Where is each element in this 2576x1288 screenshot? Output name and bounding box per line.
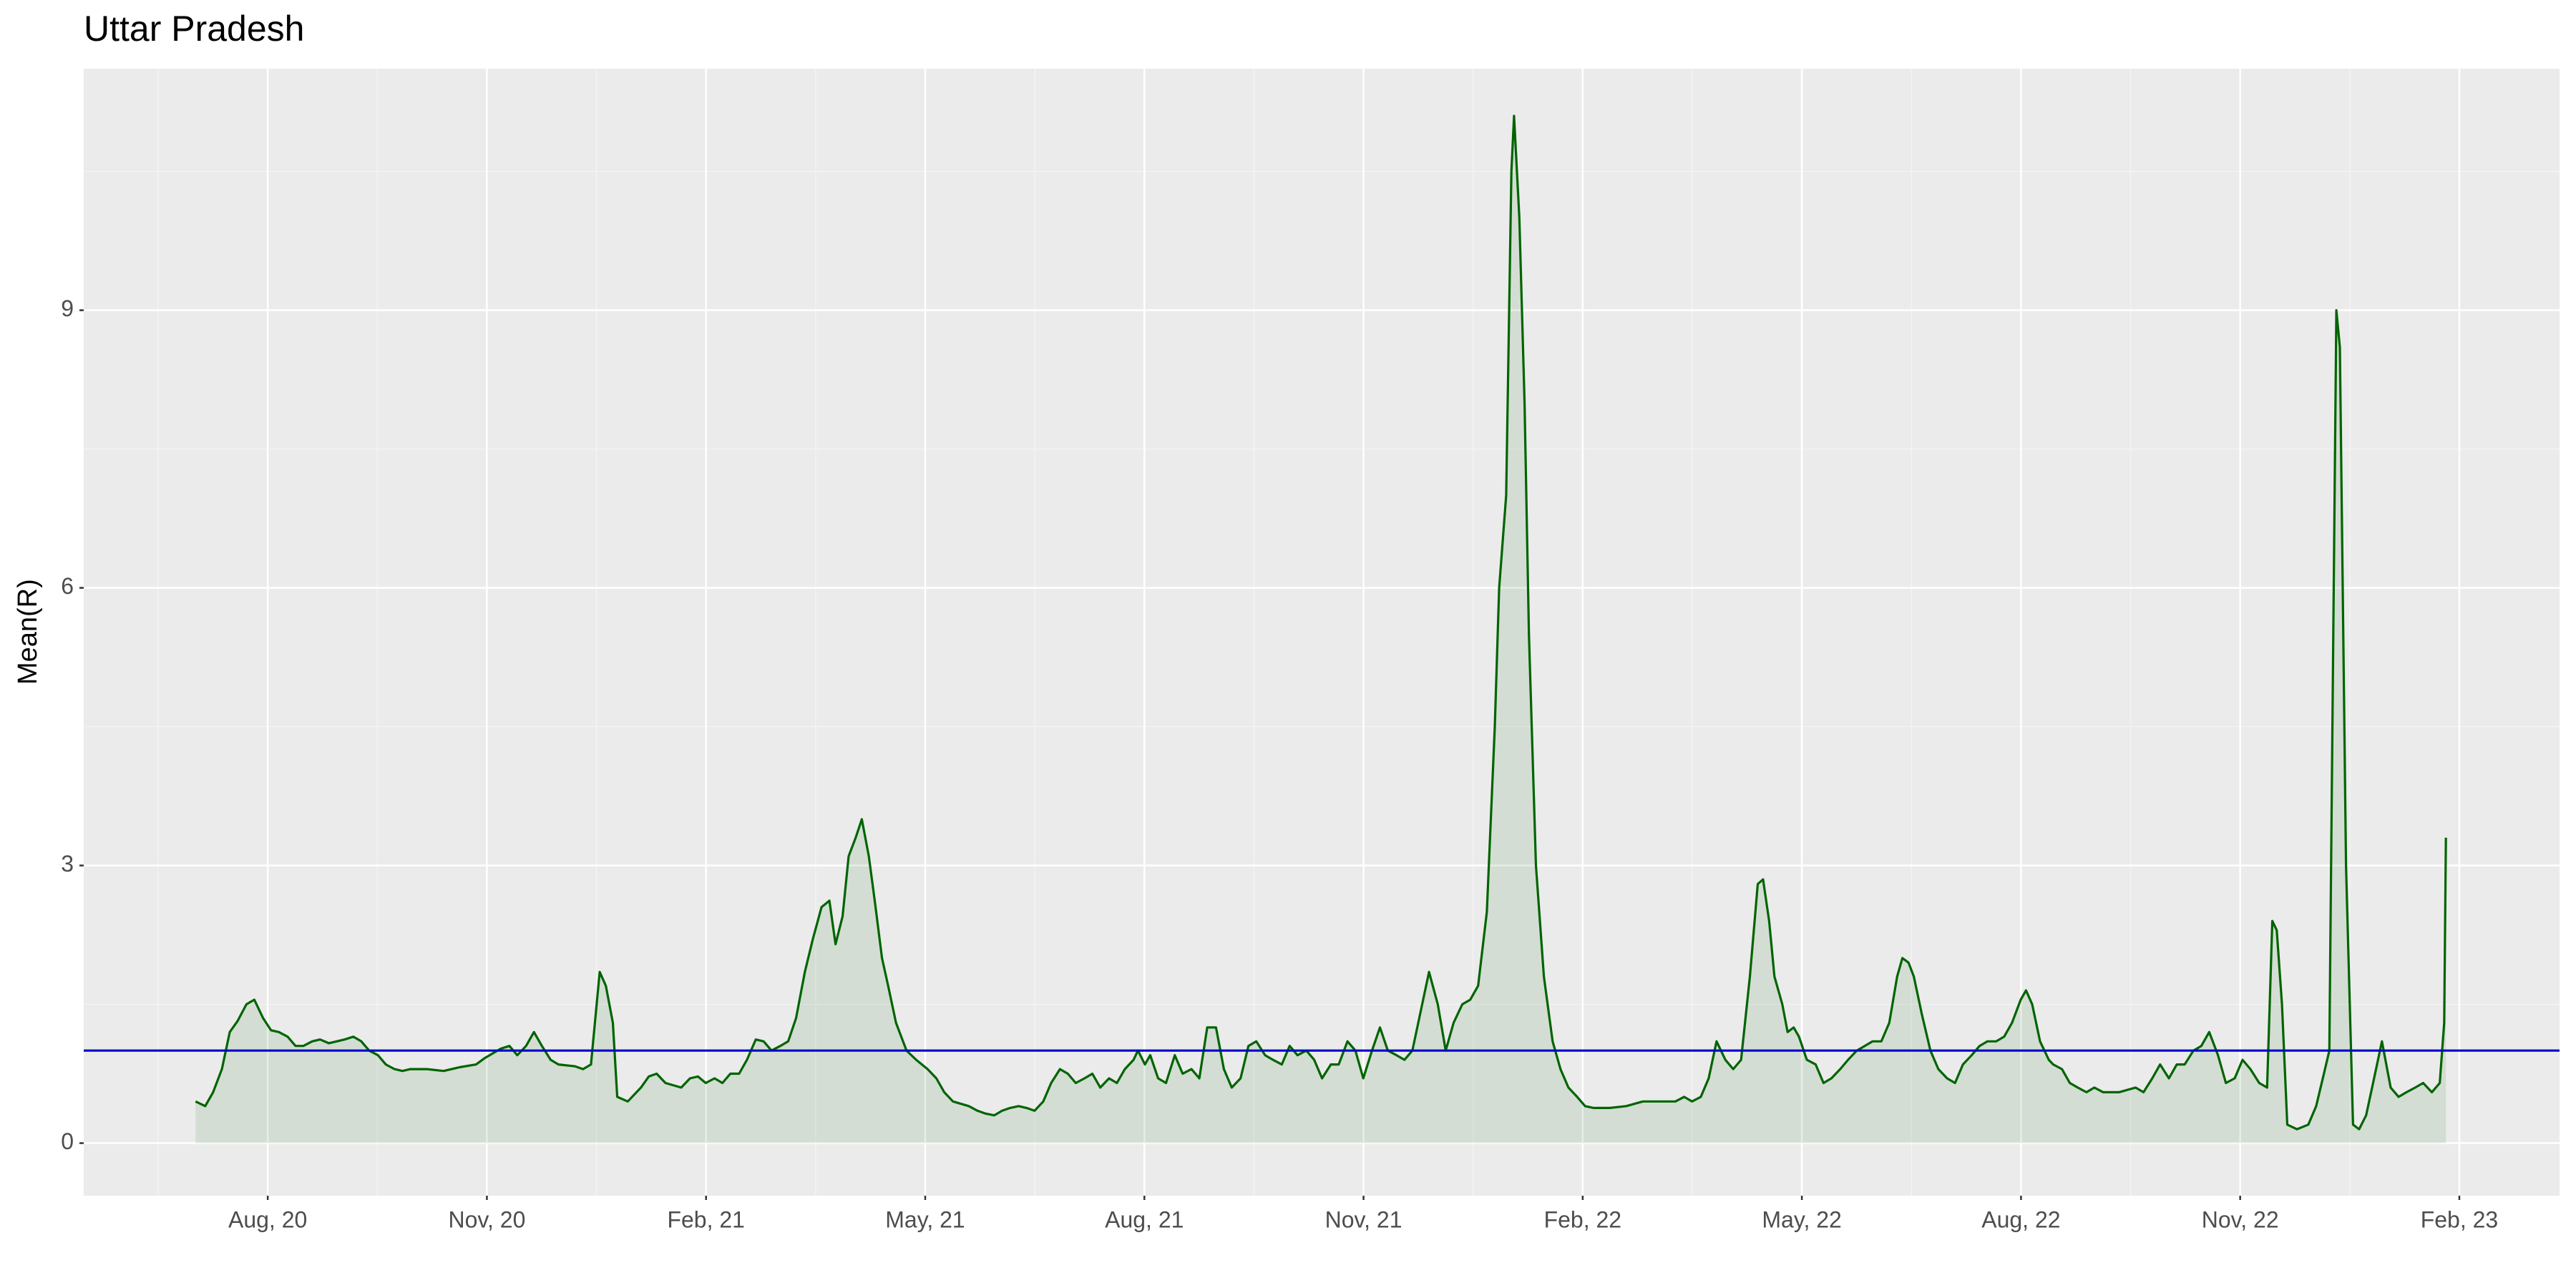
- x-tick-label: May, 21: [885, 1206, 965, 1232]
- chart-title: Uttar Pradesh: [84, 9, 304, 49]
- y-axis-label: Mean(R): [13, 579, 43, 685]
- x-tick-label: Aug, 22: [1981, 1206, 2060, 1232]
- y-tick-label: 9: [61, 296, 74, 321]
- y-tick-label: 6: [61, 573, 74, 599]
- x-tick-label: May, 22: [1762, 1206, 1841, 1232]
- y-tick-label: 0: [61, 1128, 74, 1154]
- x-tick-label: Feb, 21: [667, 1206, 745, 1232]
- x-tick-label: Aug, 21: [1105, 1206, 1184, 1232]
- y-tick-label: 3: [61, 851, 74, 877]
- x-tick-label: Nov, 22: [2202, 1206, 2279, 1232]
- x-tick-label: Feb, 22: [1544, 1206, 1622, 1232]
- x-tick-label: Feb, 23: [2421, 1206, 2499, 1232]
- x-tick-label: Nov, 21: [1325, 1206, 1402, 1232]
- plot-panel: [84, 69, 2560, 1196]
- x-tick-label: Nov, 20: [448, 1206, 525, 1232]
- x-tick-label: Aug, 20: [228, 1206, 307, 1232]
